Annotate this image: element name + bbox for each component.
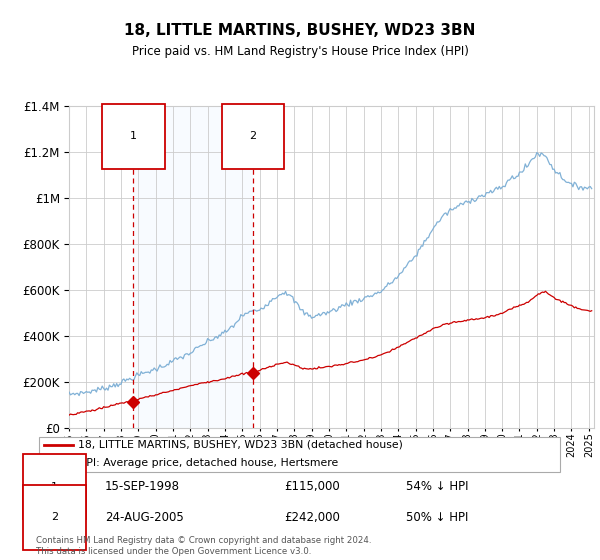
Text: Price paid vs. HM Land Registry's House Price Index (HPI): Price paid vs. HM Land Registry's House …	[131, 45, 469, 58]
Text: 18, LITTLE MARTINS, BUSHEY, WD23 3BN: 18, LITTLE MARTINS, BUSHEY, WD23 3BN	[124, 24, 476, 38]
Text: 1: 1	[130, 131, 137, 141]
Text: 54% ↓ HPI: 54% ↓ HPI	[406, 480, 468, 493]
FancyBboxPatch shape	[38, 437, 560, 472]
Text: 15-SEP-1998: 15-SEP-1998	[104, 480, 179, 493]
Bar	[133, 106, 253, 428]
Text: 2: 2	[250, 131, 257, 141]
Text: 18, LITTLE MARTINS, BUSHEY, WD23 3BN (detached house): 18, LITTLE MARTINS, BUSHEY, WD23 3BN (de…	[78, 440, 403, 450]
Text: Contains HM Land Registry data © Crown copyright and database right 2024.
This d: Contains HM Land Registry data © Crown c…	[36, 536, 371, 556]
Text: £115,000: £115,000	[284, 480, 340, 493]
Text: 2: 2	[51, 512, 58, 522]
Text: HPI: Average price, detached house, Hertsmere: HPI: Average price, detached house, Hert…	[78, 458, 338, 468]
Text: 50% ↓ HPI: 50% ↓ HPI	[406, 511, 468, 524]
Text: 24-AUG-2005: 24-AUG-2005	[104, 511, 184, 524]
Text: £242,000: £242,000	[284, 511, 340, 524]
Text: 1: 1	[51, 482, 58, 492]
